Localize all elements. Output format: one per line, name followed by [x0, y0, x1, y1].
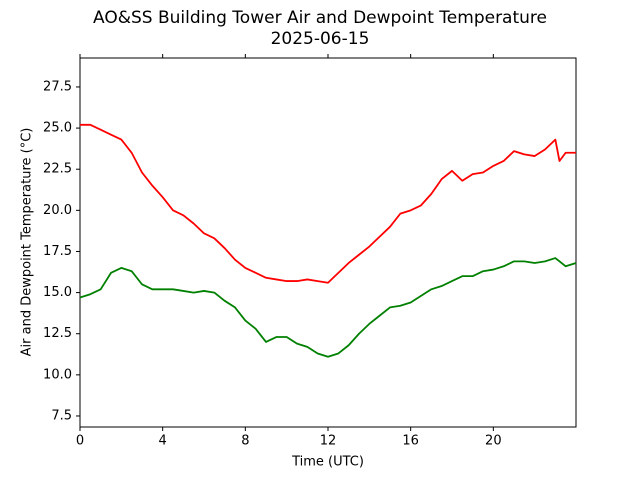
- x-axis-label: Time (UTC): [291, 455, 364, 470]
- y-tick-label: 15.0: [43, 285, 72, 300]
- y-tick-label: 12.5: [43, 326, 72, 341]
- y-tick-label: 25.0: [43, 121, 72, 136]
- y-tick-label: 27.5: [43, 79, 72, 94]
- data-line: [79, 257, 577, 358]
- y-tick-label: 22.5: [43, 162, 72, 177]
- y-tick-label: 20.0: [43, 203, 72, 218]
- chart-title: AO&SS Building Tower Air and Dewpoint Te…: [93, 8, 547, 28]
- x-tick-label: 8: [241, 434, 249, 449]
- y-tick-label: 17.5: [43, 244, 72, 259]
- y-axis-label: Air and Dewpoint Temperature (°C): [20, 128, 35, 357]
- y-tick-label: 7.5: [51, 408, 72, 423]
- x-tick-label: 0: [76, 434, 84, 449]
- x-tick-label: 12: [320, 434, 337, 449]
- y-tick-label: 10.0: [43, 367, 72, 382]
- plot-frame: [79, 57, 577, 428]
- chart-subtitle: 2025-06-15: [271, 29, 370, 49]
- x-tick-label: 16: [402, 434, 419, 449]
- data-line: [80, 123, 576, 284]
- x-tick-label: 4: [159, 434, 167, 449]
- x-tick-label: 20: [485, 434, 502, 449]
